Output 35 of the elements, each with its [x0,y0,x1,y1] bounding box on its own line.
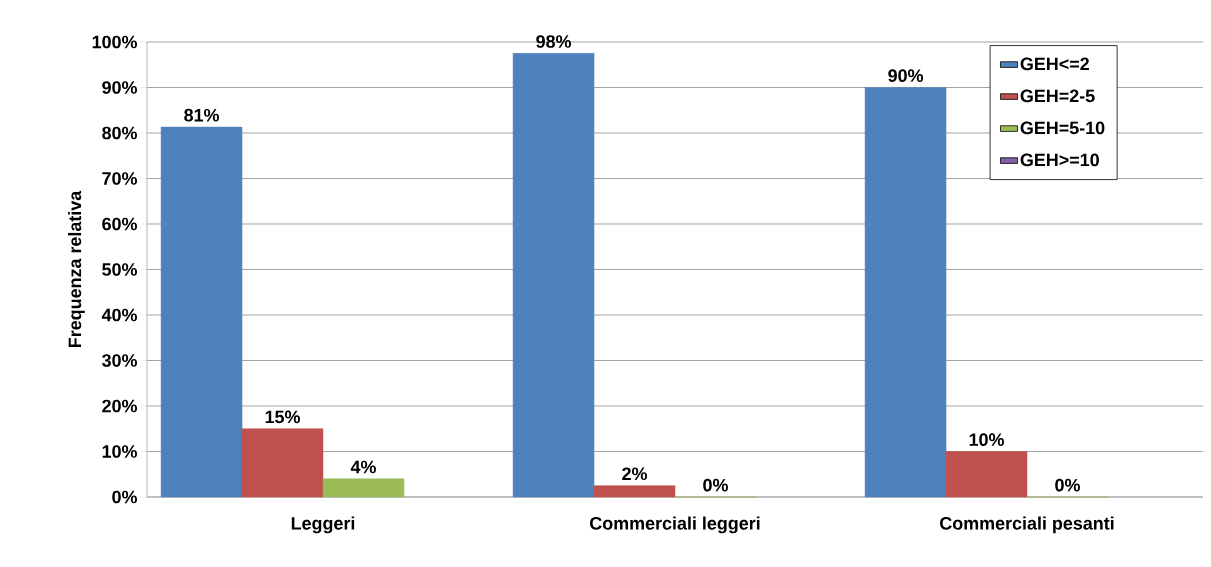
bar [322,478,405,498]
data-label: 15% [265,410,300,424]
bar [160,126,243,498]
bar [593,485,676,498]
x-tick-label: Commerciali leggeri [590,516,760,534]
y-tick-label: 70% [102,172,137,185]
y-tick-label: 90% [102,81,137,94]
data-label: 98% [536,35,572,48]
data-label: 0% [1055,478,1080,492]
y-tick-label: 40% [101,308,137,322]
bar [241,428,324,498]
y-tick-label: 80% [102,126,137,140]
bar [512,53,595,498]
y-tick-label: 100% [92,35,137,49]
y-tick-label: 0% [112,490,137,504]
data-label: 0% [703,478,728,492]
bar [864,87,947,498]
data-label: 4% [350,460,376,474]
y-tick-label: 60% [102,217,137,231]
y-tick-label: 50% [102,263,137,276]
legend-label: GEH=5-10 [1020,121,1105,135]
x-tick-label: Leggeri [291,516,355,534]
y-tick-label: 10% [102,445,137,458]
y-tick-label: 30% [101,354,137,367]
legend-label: GEH=2-5 [1020,89,1095,103]
x-tick-label: Commerciali pesanti [940,516,1114,534]
data-label: 90% [888,69,924,82]
data-label: 10% [969,433,1004,446]
legend-label: GEH<=2 [1020,57,1089,71]
y-tick-label: 20% [102,399,137,413]
data-label: 2% [622,467,647,481]
legend-label: GEH>=10 [1020,153,1099,167]
data-label: 81% [184,108,220,122]
y-axis-title: Frequenza relativa [68,190,85,348]
bar [945,451,1028,498]
